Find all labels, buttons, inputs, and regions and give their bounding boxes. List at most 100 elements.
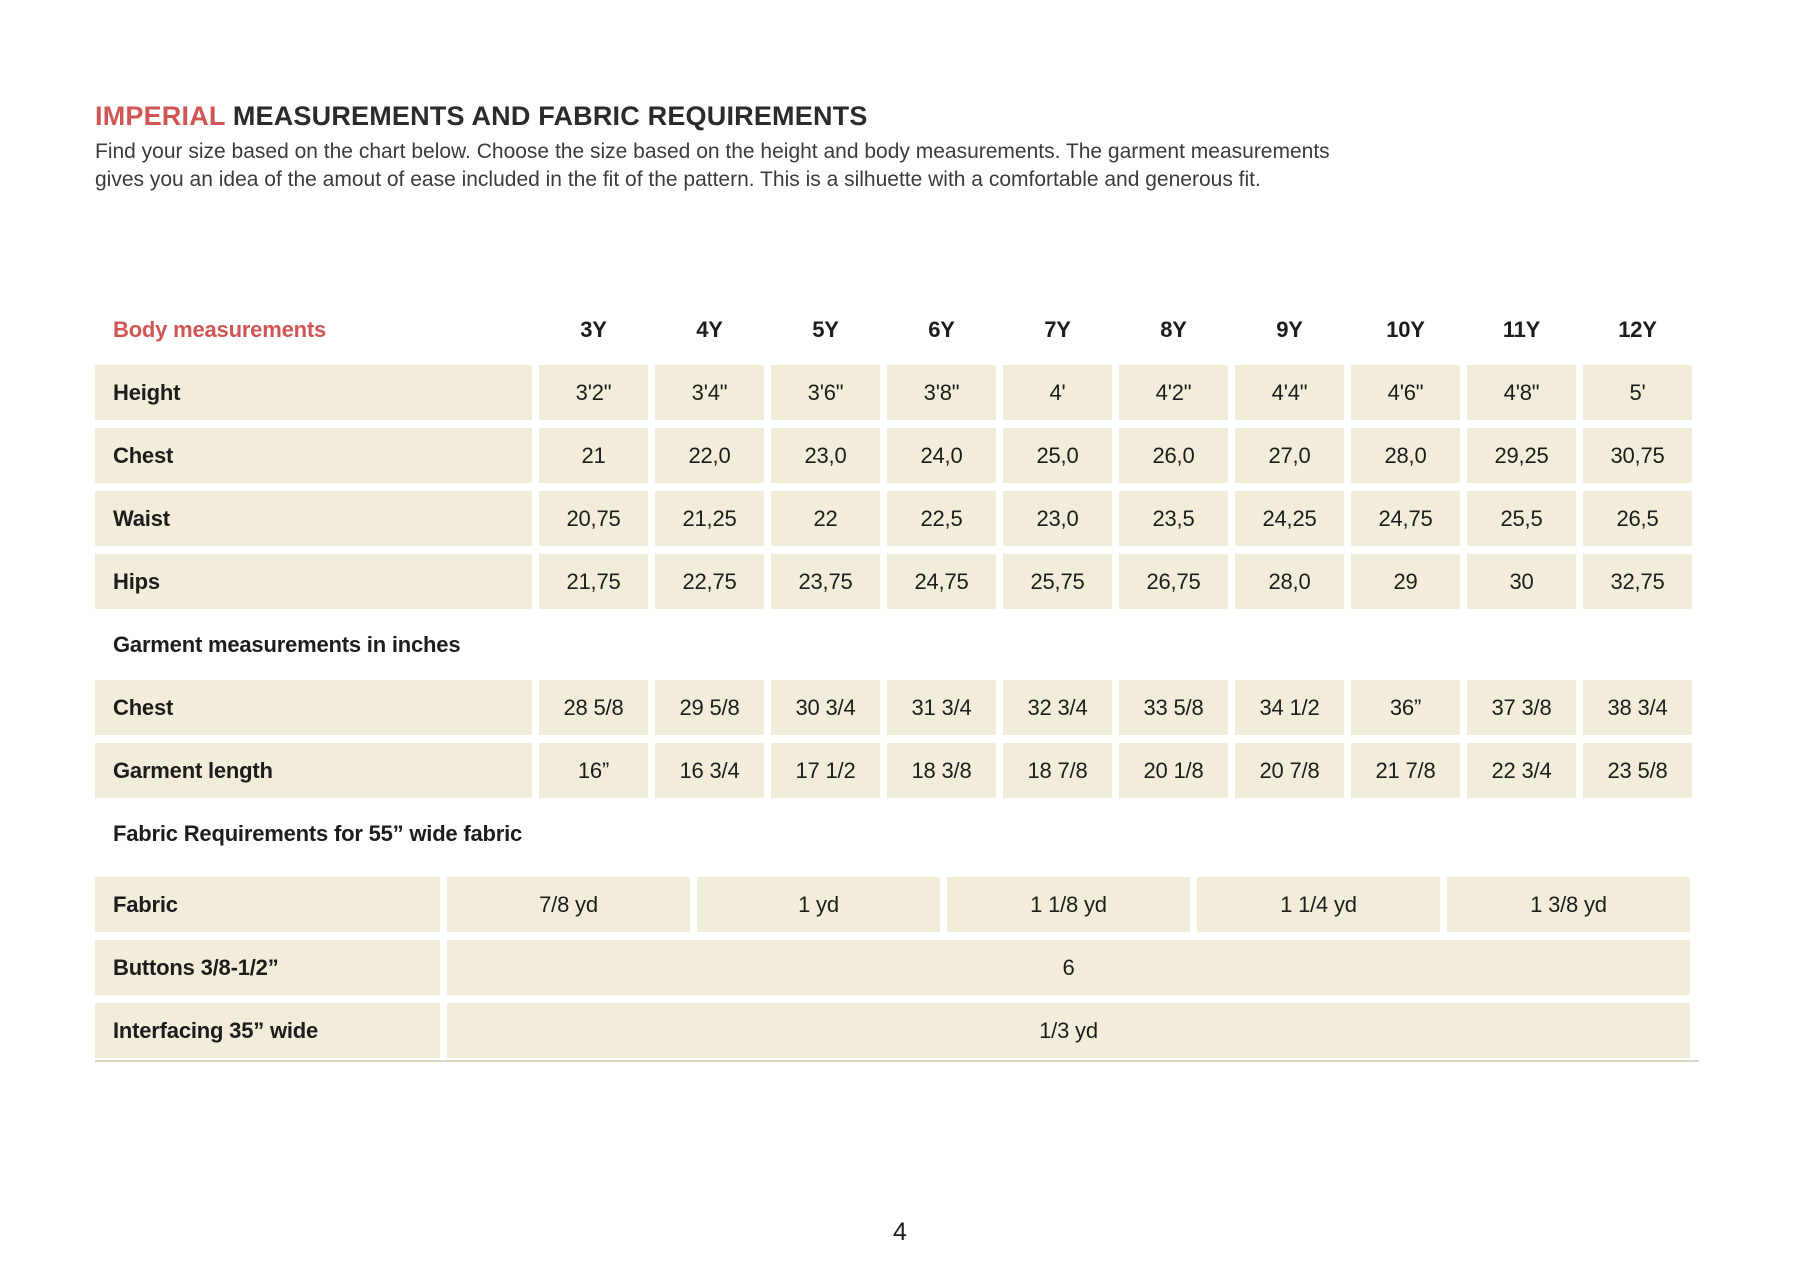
measurement-cell: 17 1/2: [771, 743, 880, 798]
measurement-cell: 22,75: [655, 554, 764, 609]
fabric-yardage-cell: 1 1/4 yd: [1197, 877, 1440, 932]
measurement-cell: 5': [1583, 365, 1692, 420]
measurement-cell: 29: [1351, 554, 1460, 609]
row-label: Interfacing 35” wide: [95, 1003, 440, 1058]
measurement-cell: 23,0: [771, 428, 880, 483]
fabric-yardage-cell: 1 3/8 yd: [1447, 877, 1690, 932]
measurement-cell: 23 5/8: [1583, 743, 1692, 798]
measurement-cell: 28,0: [1235, 554, 1344, 609]
measurement-cell: 24,75: [1351, 491, 1460, 546]
garment-measurement-row: Garment length 16” 16 3/4 17 1/2 18 3/8 18 7/…: [95, 743, 1692, 798]
measurement-cell: 16”: [539, 743, 648, 798]
body-measurement-row: Chest 21 22,0 23,0 24,0 25,0 26,0 27,0 28,0 29,25…: [95, 428, 1692, 483]
measurement-cell: 4': [1003, 365, 1112, 420]
measurement-cell: 22,0: [655, 428, 764, 483]
measurement-cell: 26,75: [1119, 554, 1228, 609]
interfacing-row: Interfacing 35” wide 1/3 yd: [95, 1003, 1690, 1058]
measurement-cell: 36”: [1351, 680, 1460, 735]
section-title-row: Fabric Requirements for 55” wide fabric: [95, 806, 1692, 861]
body-measurements-label: Body measurements: [113, 316, 327, 342]
measurement-cell: 30 3/4: [771, 680, 880, 735]
measurement-cell: 29 5/8: [655, 680, 764, 735]
garment-measurement-row: Chest 28 5/8 29 5/8 30 3/4 31 3/4 32 3/4 33 5/…: [95, 680, 1692, 735]
intro-paragraph: Find your size based on the chart below.…: [95, 138, 1710, 194]
interfacing-yardage-cell: 1/3 yd: [447, 1003, 1690, 1058]
measurement-cell: 33 5/8: [1119, 680, 1228, 735]
fabric-requirements-table: Fabric 7/8 yd 1 yd 1 1/8 yd 1 1/4 yd 1 3/8 yd…: [88, 869, 1697, 1066]
measurement-cell: 4'6": [1351, 365, 1460, 420]
measurement-cell: 24,75: [887, 554, 996, 609]
measurement-cell: 28 5/8: [539, 680, 648, 735]
measurement-cell: 34 1/2: [1235, 680, 1344, 735]
measurement-cell: 37 3/8: [1467, 680, 1576, 735]
measurement-cell: 21,75: [539, 554, 648, 609]
fabric-table-body: Fabric 7/8 yd 1 yd 1 1/8 yd 1 1/4 yd 1 3/8 yd…: [95, 877, 1690, 1058]
size-column-header: 3Y: [580, 316, 607, 342]
row-label: Chest: [95, 428, 532, 483]
measurement-cell: 28,0: [1351, 428, 1460, 483]
measurement-cell: 3'4": [655, 365, 764, 420]
measurement-cell: 21 7/8: [1351, 743, 1460, 798]
measurement-cell: 26,0: [1119, 428, 1228, 483]
measurement-cell: 18 7/8: [1003, 743, 1112, 798]
size-header-row: Body measurements 3Y 4Y 5Y 6Y 7Y 8Y 9Y 10Y 11Y 12Y: [95, 302, 1692, 357]
page-content: IMPERIAL MEASUREMENTS AND FABRIC REQUIRE…: [95, 100, 1710, 1062]
section-title-row: Garment measurements in inches: [95, 617, 1692, 672]
measurement-cell: 22,5: [887, 491, 996, 546]
measurement-cell: 4'8": [1467, 365, 1576, 420]
row-label: Buttons 3/8-1/2”: [95, 940, 440, 995]
intro-line-1: Find your size based on the chart below.…: [95, 140, 1330, 163]
measurement-cell: 25,75: [1003, 554, 1112, 609]
page-number: 4: [893, 1218, 907, 1246]
page-title-accent: IMPERIAL: [95, 101, 226, 131]
measurement-cell: 32,75: [1583, 554, 1692, 609]
measurement-cell: 3'8": [887, 365, 996, 420]
row-label: Waist: [95, 491, 532, 546]
size-column-header: 9Y: [1276, 316, 1303, 342]
measurement-cell: 27,0: [1235, 428, 1344, 483]
measurement-cell: 30,75: [1583, 428, 1692, 483]
measurement-cell: 3'6": [771, 365, 880, 420]
fabric-section-title: Fabric Requirements for 55” wide fabric: [113, 820, 523, 846]
table-bottom-rule: [95, 1060, 1699, 1062]
measurement-cell: 4'4": [1235, 365, 1344, 420]
body-measurement-row: Height 3'2" 3'4" 3'6" 3'8" 4' 4'2" 4'4" 4'6" 4'8"…: [95, 365, 1692, 420]
body-measurement-row: Hips 21,75 22,75 23,75 24,75 25,75 26,75 28,0 29…: [95, 554, 1692, 609]
measurement-cell: 20 7/8: [1235, 743, 1344, 798]
garment-section-title: Garment measurements in inches: [113, 631, 461, 657]
measurement-cell: 25,0: [1003, 428, 1112, 483]
measurement-cell: 20 1/8: [1119, 743, 1228, 798]
fabric-row: Fabric 7/8 yd 1 yd 1 1/8 yd 1 1/4 yd 1 3/8 yd: [95, 877, 1690, 932]
measurement-cell: 23,0: [1003, 491, 1112, 546]
measurement-cell: 24,25: [1235, 491, 1344, 546]
size-column-header: 4Y: [696, 316, 723, 342]
measurement-cell: 32 3/4: [1003, 680, 1112, 735]
measurement-cell: 21,25: [655, 491, 764, 546]
measurements-table-body: Body measurements 3Y 4Y 5Y 6Y 7Y 8Y 9Y 10Y 11Y 12Y…: [95, 302, 1692, 861]
size-column-header: 8Y: [1160, 316, 1187, 342]
page-title-rest: MEASUREMENTS AND FABRIC REQUIREMENTS: [225, 101, 868, 131]
measurement-cell: 26,5: [1583, 491, 1692, 546]
row-label: Hips: [95, 554, 532, 609]
row-label: Fabric: [95, 877, 440, 932]
measurement-cell: 23,5: [1119, 491, 1228, 546]
measurement-cell: 23,75: [771, 554, 880, 609]
measurement-cell: 22: [771, 491, 880, 546]
fabric-yardage-cell: 1 1/8 yd: [947, 877, 1190, 932]
size-column-header: 10Y: [1386, 316, 1425, 342]
body-measurement-row: Waist 20,75 21,25 22 22,5 23,0 23,5 24,25 24,75 2…: [95, 491, 1692, 546]
measurement-cell: 3'2": [539, 365, 648, 420]
measurement-cell: 18 3/8: [887, 743, 996, 798]
fabric-yardage-cell: 1 yd: [697, 877, 940, 932]
fabric-yardage-cell: 7/8 yd: [447, 877, 690, 932]
measurement-cell: 24,0: [887, 428, 996, 483]
buttons-row: Buttons 3/8-1/2” 6: [95, 940, 1690, 995]
measurement-cell: 20,75: [539, 491, 648, 546]
measurement-cell: 25,5: [1467, 491, 1576, 546]
row-label: Chest: [95, 680, 532, 735]
measurement-cell: 38 3/4: [1583, 680, 1692, 735]
size-column-header: 7Y: [1044, 316, 1071, 342]
page-title: IMPERIAL MEASUREMENTS AND FABRIC REQUIRE…: [95, 100, 1710, 132]
size-column-header: 11Y: [1502, 316, 1541, 342]
